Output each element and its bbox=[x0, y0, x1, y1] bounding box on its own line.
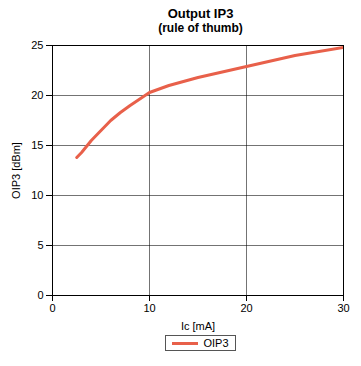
svg-text:OIP3 [dBm]: OIP3 [dBm] bbox=[10, 142, 22, 199]
svg-text:30: 30 bbox=[337, 302, 349, 314]
svg-text:5: 5 bbox=[37, 239, 43, 251]
svg-text:15: 15 bbox=[31, 139, 43, 151]
html-text:Output IP3: Output IP3 bbox=[167, 6, 234, 21]
svg-text:20: 20 bbox=[240, 302, 252, 314]
html-text:OIP3: OIP3 bbox=[203, 337, 229, 349]
svg-text:10: 10 bbox=[31, 189, 43, 201]
svg-text:Ic [mA]: Ic [mA] bbox=[181, 320, 215, 332]
svg-text:0: 0 bbox=[49, 302, 55, 314]
svg-text:0: 0 bbox=[37, 289, 43, 301]
svg-text:20: 20 bbox=[31, 89, 43, 101]
svg-text:25: 25 bbox=[31, 39, 43, 51]
svg-text:10: 10 bbox=[143, 302, 155, 314]
html-text:(rule of thumb): (rule of thumb) bbox=[158, 21, 243, 35]
